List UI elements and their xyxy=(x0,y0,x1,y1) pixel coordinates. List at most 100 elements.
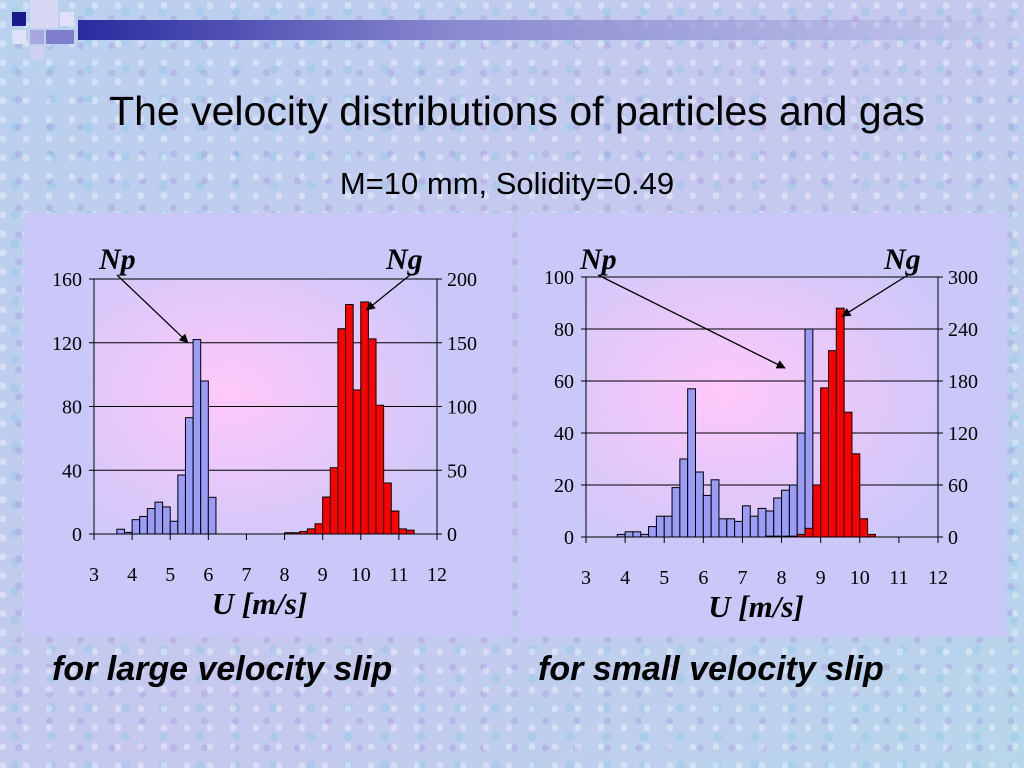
gas-bar xyxy=(360,301,369,535)
particle-bar xyxy=(192,339,202,535)
particle-bar xyxy=(788,484,798,538)
y-left-tick-label: 80 xyxy=(554,319,574,341)
y-left-tick-label: 100 xyxy=(544,267,574,289)
y-left-tick-label: 0 xyxy=(564,527,574,549)
x-tick-label: 11 xyxy=(889,567,908,589)
particle-bar xyxy=(718,518,728,538)
particle-bar xyxy=(162,506,171,535)
gas-bar xyxy=(314,523,324,535)
particle-bar xyxy=(169,520,179,535)
x-tick-label: 8 xyxy=(280,564,290,586)
particle-bar xyxy=(734,520,743,538)
particle-bar xyxy=(741,505,751,538)
gas-bar xyxy=(812,484,822,538)
x-axis-label: U [m/s] xyxy=(212,586,308,621)
caption-small-slip: for small velocity slip xyxy=(538,650,884,688)
particle-bar xyxy=(749,515,759,538)
y-left-tick-label: 60 xyxy=(554,371,574,393)
y-right-tick-label: 50 xyxy=(447,460,467,482)
gas-bar xyxy=(367,338,377,535)
particle-bar xyxy=(146,508,156,535)
particle-bar xyxy=(200,380,209,535)
chart-panel-large-slip: 0 0 40 50 80 100 120 150 160 200 3 4 5 6 7 8 9 10 11 12 Np Ng… xyxy=(24,213,512,637)
slide-subtitle: M=10 mm, Solidity=0.49 xyxy=(339,166,675,201)
particle-bar xyxy=(632,531,642,538)
ng-annotation-label: Ng xyxy=(883,243,921,276)
x-tick-label: 3 xyxy=(581,567,591,589)
x-tick-label: 10 xyxy=(351,564,371,586)
gas-bar xyxy=(322,496,331,535)
gas-bar xyxy=(352,389,362,535)
annotation-arrow xyxy=(841,274,909,317)
gas-bar xyxy=(306,528,316,535)
particle-bar xyxy=(781,489,790,538)
particle-bar xyxy=(757,507,767,538)
chart-panel-small-slip: 0 0 20 60 40 120 60 180 80 240 100 300 3 4 5 6 7 8 9 10 11 12… xyxy=(518,213,1006,637)
y-right-tick-label: 300 xyxy=(948,267,978,289)
particle-bar xyxy=(663,515,673,538)
y-left-tick-label: 80 xyxy=(62,397,82,419)
gas-bar xyxy=(345,304,354,535)
y-right-tick-label: 60 xyxy=(948,475,968,497)
annotation-arrow xyxy=(116,274,189,344)
x-tick-label: 9 xyxy=(318,564,328,586)
x-tick-label: 5 xyxy=(165,564,175,586)
y-left-tick-label: 0 xyxy=(72,524,82,546)
y-right-tick-label: 240 xyxy=(948,319,978,341)
y-right-tick-label: 120 xyxy=(948,423,978,445)
particle-bar xyxy=(624,531,634,538)
ng-annotation-label: Ng xyxy=(385,243,423,276)
chart-large-slip: 0 0 40 50 80 100 120 150 160 200 3 4 5 6 7 8 9 10 11 12 Np Ng… xyxy=(52,243,477,621)
y-right-tick-label: 200 xyxy=(447,269,477,291)
particle-bar xyxy=(139,515,148,535)
x-tick-label: 3 xyxy=(89,564,99,586)
x-tick-label: 9 xyxy=(816,567,826,589)
particle-bar xyxy=(687,388,697,538)
gas-bar xyxy=(804,527,814,538)
plot-area xyxy=(586,277,938,537)
gas-bar xyxy=(827,350,837,538)
gas-bar xyxy=(390,510,400,535)
chart-small-slip: 0 0 20 60 40 120 60 180 80 240 100 300 3 4 5 6 7 8 9 10 11 12… xyxy=(544,243,978,624)
particle-bar xyxy=(773,497,783,538)
gas-bar xyxy=(398,528,408,535)
x-tick-label: 6 xyxy=(698,567,708,589)
gas-bar xyxy=(851,453,861,538)
gas-bar xyxy=(835,307,845,538)
x-tick-label: 4 xyxy=(620,567,630,589)
particle-bar xyxy=(796,432,806,538)
particle-bar xyxy=(671,487,681,538)
x-tick-label: 4 xyxy=(127,564,137,586)
header-gradient-bar xyxy=(78,20,1024,40)
y-left-tick-label: 40 xyxy=(554,423,574,445)
gas-bar xyxy=(843,411,853,538)
particle-bar xyxy=(116,528,125,535)
x-tick-label: 10 xyxy=(850,567,870,589)
x-tick-label: 5 xyxy=(659,567,669,589)
gas-bar xyxy=(337,328,347,535)
x-tick-label: 7 xyxy=(737,567,747,589)
gas-bar xyxy=(329,467,339,535)
y-left-tick-label: 20 xyxy=(554,475,574,497)
y-right-tick-label: 150 xyxy=(447,333,477,355)
particle-bar xyxy=(184,417,194,535)
particle-bar xyxy=(726,518,736,538)
caption-large-slip: for large velocity slip xyxy=(52,650,393,688)
y-left-tick-label: 160 xyxy=(52,269,82,291)
particle-bar xyxy=(207,496,217,535)
x-tick-label: 11 xyxy=(389,564,408,586)
y-right-tick-label: 180 xyxy=(948,371,978,393)
particle-bar xyxy=(765,510,775,538)
np-annotation-label: Np xyxy=(98,243,136,276)
gas-bar xyxy=(375,404,385,535)
annotation-arrow xyxy=(365,274,411,311)
gas-bar xyxy=(820,387,829,538)
particle-bar xyxy=(648,526,657,538)
x-tick-label: 7 xyxy=(241,564,251,586)
particle-bar xyxy=(679,458,689,538)
particle-bar xyxy=(710,479,720,538)
particle-bar xyxy=(655,515,665,538)
particle-bar xyxy=(695,471,704,538)
gas-bar xyxy=(383,482,392,535)
x-axis-label: U [m/s] xyxy=(708,589,804,624)
